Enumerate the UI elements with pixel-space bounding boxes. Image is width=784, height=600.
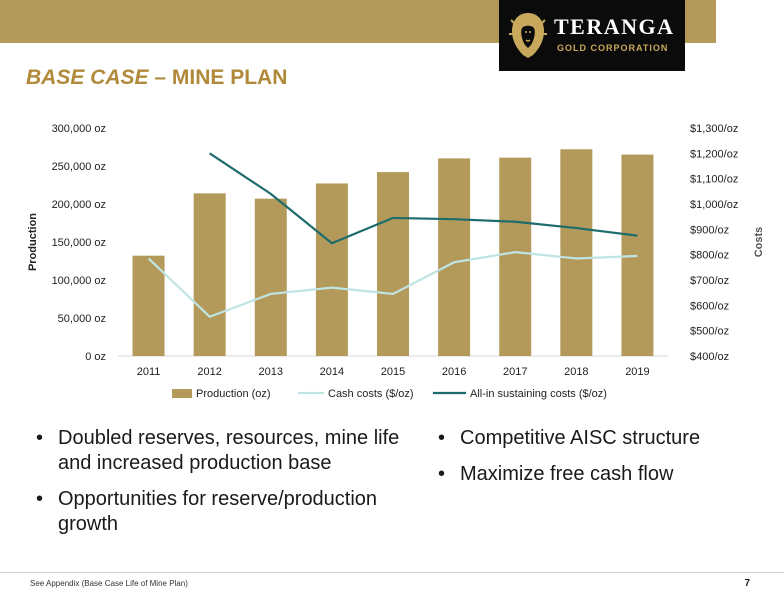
- y-axis-tick-label: 0 oz: [85, 351, 106, 363]
- bullet-item: Opportunities for reserve/production gro…: [30, 487, 410, 537]
- y2-axis-tick-label: $700/oz: [690, 275, 729, 287]
- y2-axis-tick-label: $1,300/oz: [690, 123, 738, 135]
- y2-axis-tick-label: $1,000/oz: [690, 199, 738, 211]
- x-axis-tick-label: 2019: [625, 366, 649, 378]
- y2-axis-tick-label: $1,200/oz: [690, 148, 738, 160]
- bullet-list-left: Doubled reserves, resources, mine life a…: [30, 426, 410, 548]
- production-bar: [560, 149, 593, 356]
- production-bar: [499, 157, 532, 356]
- y2-axis-tick-label: $900/oz: [690, 224, 729, 236]
- bullet-list-right: Competitive AISC structure Maximize free…: [432, 426, 762, 498]
- x-axis-tick-label: 2016: [442, 366, 466, 378]
- y-axis-tick-label: 50,000 oz: [58, 313, 106, 325]
- y2-axis-tick-label: $600/oz: [690, 300, 729, 312]
- production-bar: [315, 183, 348, 356]
- x-axis-tick-label: 2015: [381, 366, 405, 378]
- x-axis-tick-label: 2018: [564, 366, 588, 378]
- brand-subtitle: GOLD CORPORATION: [557, 43, 669, 53]
- lion-icon: [509, 13, 547, 58]
- x-axis-tick-label: 2014: [320, 366, 344, 378]
- legend-swatch-production: [172, 389, 192, 398]
- footer-divider: [0, 572, 784, 573]
- y2-axis-title: Costs: [753, 227, 765, 258]
- legend-label-aisc: All-in sustaining costs ($/oz): [470, 388, 607, 400]
- aisc-line: [209, 152, 638, 245]
- y-axis-tick-label: 200,000 oz: [52, 199, 106, 211]
- legend-label-cash: Cash costs ($/oz): [328, 388, 414, 400]
- y2-axis-tick-label: $800/oz: [690, 250, 729, 262]
- production-bar: [438, 158, 471, 356]
- x-axis-tick-label: 2017: [503, 366, 527, 378]
- bullet-item: Maximize free cash flow: [432, 462, 762, 487]
- x-axis-tick-label: 2013: [259, 366, 283, 378]
- footnote: See Appendix (Base Case Life of Mine Pla…: [30, 579, 188, 588]
- production-bar: [377, 172, 409, 356]
- y2-axis-tick-label: $500/oz: [690, 326, 729, 338]
- page-number: 7: [744, 578, 750, 589]
- legend-label-production: Production (oz): [196, 388, 271, 400]
- slide-title-italic: BASE CASE: [26, 66, 149, 89]
- production-cost-chart: 0 oz 50,000 oz 100,000 oz 150,000 oz 200,000…: [27, 123, 765, 400]
- x-axis-tick-label: 2012: [197, 366, 221, 378]
- company-logo: TERANGA GOLD CORPORATION: [499, 0, 685, 71]
- y-axis-tick-label: 100,000 oz: [52, 275, 106, 287]
- slide-title-rest: – MINE PLAN: [148, 66, 288, 89]
- y-axis-title: Production: [27, 213, 39, 271]
- y2-axis-tick-label: $400/oz: [690, 351, 729, 363]
- brand-name: TERANGA: [554, 14, 675, 39]
- bullet-item: Competitive AISC structure: [432, 426, 762, 451]
- y-axis-tick-label: 250,000 oz: [52, 161, 106, 173]
- production-bar: [193, 193, 226, 356]
- y-axis-tick-label: 300,000 oz: [52, 123, 106, 135]
- production-bar: [132, 255, 165, 356]
- y2-axis-tick-label: $1,100/oz: [690, 174, 738, 186]
- x-axis-tick-label: 2011: [137, 366, 161, 378]
- production-bar: [254, 198, 287, 356]
- bullet-item: Doubled reserves, resources, mine life a…: [30, 426, 410, 476]
- cash-cost-line: [147, 251, 638, 318]
- slide-title: BASE CASE – MINE PLAN: [26, 66, 287, 90]
- y-axis-tick-label: 150,000 oz: [52, 237, 106, 249]
